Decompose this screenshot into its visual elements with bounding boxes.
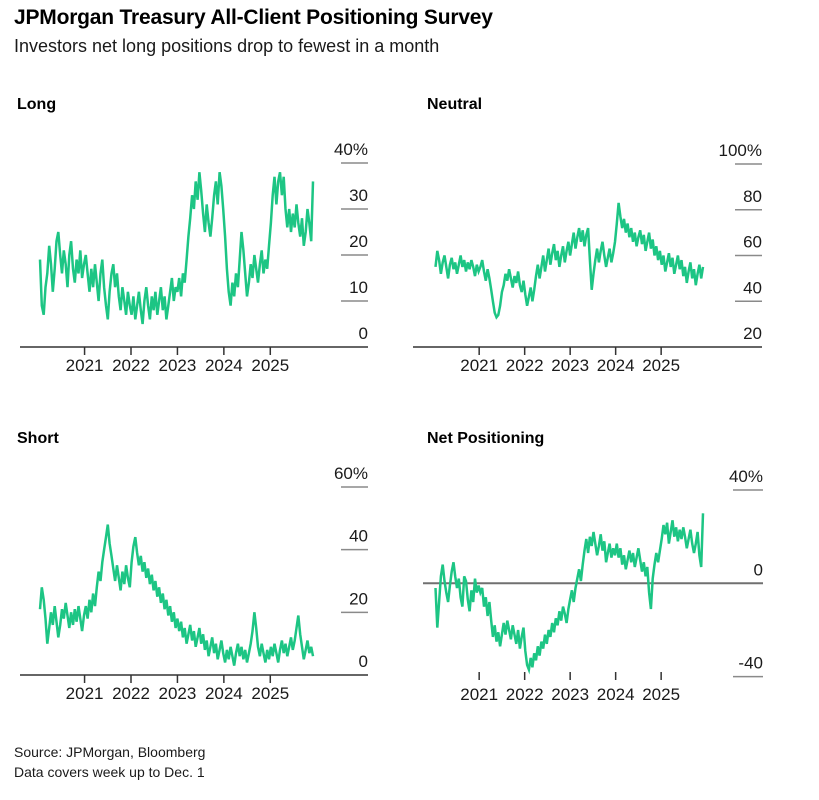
long-chart: 40% 30 20 10 0 2021 2022 2023 2024 2025: [20, 140, 368, 375]
long-year-label: 2022: [112, 356, 150, 375]
net-positioning-series-line: [434, 513, 705, 675]
neutral-series-line: [434, 202, 705, 320]
short-year-label: 2025: [251, 684, 289, 703]
long-y-tick-label: 40%: [334, 140, 368, 159]
short-year-label: 2024: [205, 684, 243, 703]
neutral-year-label: 2024: [597, 356, 635, 375]
net-positioning-year-label: 2024: [597, 685, 635, 704]
long-y-tick-label: 0: [359, 324, 368, 343]
neutral-year-label: 2023: [551, 356, 589, 375]
panel-neutral: Neutral 100% 80 60 40 20 2021 2022 2023 2024 2025: [410, 90, 819, 390]
page-title: JPMorgan Treasury All-Client Positioning…: [14, 6, 493, 29]
data-note-line: Data covers week up to Dec. 1: [14, 764, 205, 780]
short-series-line: [38, 524, 315, 666]
long-series-line: [38, 171, 315, 325]
chart-title-short: Short: [17, 430, 59, 447]
short-year-label: 2023: [159, 684, 197, 703]
long-year-label: 2021: [66, 356, 104, 375]
long-y-tick-label: 20: [349, 232, 368, 251]
chart-title-net-positioning: Net Positioning: [427, 430, 545, 447]
short-y-tick-label: 40: [349, 527, 368, 546]
page-subtitle: Investors net long positions drop to few…: [14, 36, 440, 56]
neutral-chart: 100% 80 60 40 20 2021 2022 2023 2024 2025: [413, 141, 762, 375]
neutral-year-label: 2022: [506, 356, 544, 375]
long-y-tick-label: 30: [349, 186, 368, 205]
short-year-label: 2022: [112, 684, 150, 703]
net-positioning-chart: 40% 0 -40 2021 2022 2023 2024 2025: [423, 467, 763, 704]
chart-title-long: Long: [17, 96, 57, 113]
neutral-y-tick-label: 100%: [719, 141, 762, 160]
source-line: Source: JPMorgan, Bloomberg: [14, 744, 206, 760]
net-positioning-year-label: 2023: [551, 685, 589, 704]
neutral-year-label: 2025: [642, 356, 680, 375]
net-positioning-y-tick-label: 40%: [729, 467, 763, 486]
panel-short: Short 60% 40 20 0 2021 2022 2023 2024 2025: [0, 418, 410, 718]
short-y-tick-label: 20: [349, 589, 368, 608]
short-y-tick-label: 60%: [334, 464, 368, 483]
neutral-year-label: 2021: [460, 356, 498, 375]
neutral-y-tick-label: 60: [743, 233, 762, 252]
panel-long: Long 40% 30 20 10 0 2021 2022 2023 2024 2025: [0, 90, 410, 390]
footer: Source: JPMorgan, Bloomberg Data covers …: [14, 742, 205, 782]
long-y-tick-label: 10: [349, 278, 368, 297]
net-positioning-year-label: 2025: [642, 685, 680, 704]
chart-title-neutral: Neutral: [427, 96, 483, 113]
panel-net-positioning: Net Positioning 40% 0 -40 2021 2022 2023 2024 2…: [410, 418, 819, 718]
neutral-y-tick-label: 80: [743, 187, 762, 206]
long-year-label: 2024: [205, 356, 243, 375]
net-positioning-year-label: 2021: [460, 685, 498, 704]
short-y-tick-label: 0: [359, 652, 368, 671]
long-year-label: 2025: [251, 356, 289, 375]
long-year-label: 2023: [159, 356, 197, 375]
short-year-label: 2021: [66, 684, 104, 703]
neutral-y-tick-label: 40: [743, 278, 762, 297]
short-chart: 60% 40 20 0 2021 2022 2023 2024 2025: [20, 464, 368, 703]
net-positioning-year-label: 2022: [506, 685, 544, 704]
net-positioning-y-tick-label: 0: [754, 560, 763, 579]
neutral-y-tick-label: 20: [743, 324, 762, 343]
net-positioning-y-tick-label: -40: [738, 654, 763, 673]
